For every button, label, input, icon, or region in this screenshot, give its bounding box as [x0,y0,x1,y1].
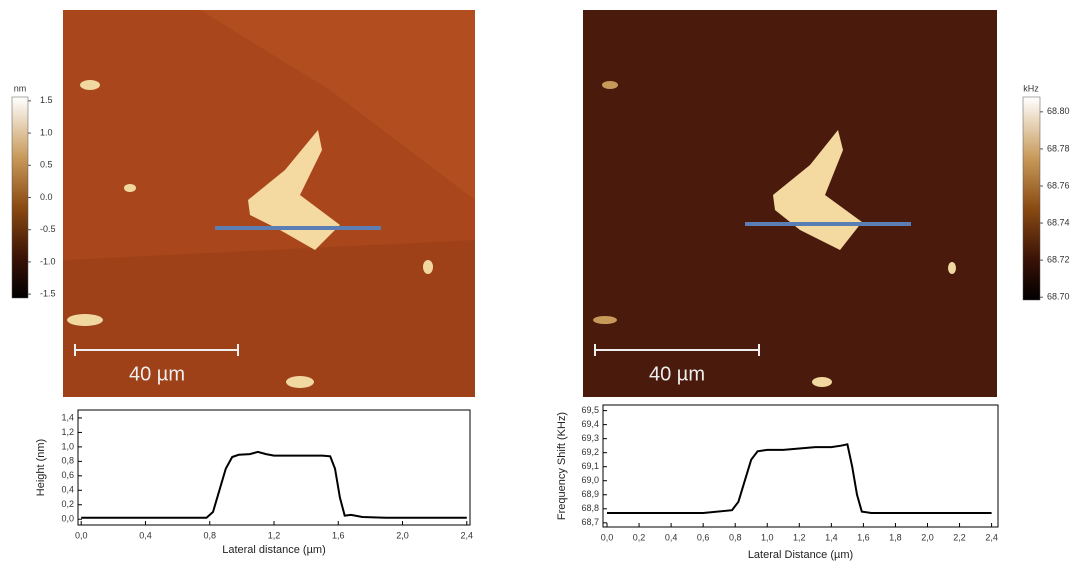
colorbar-tick-label: 0.5 [40,160,53,170]
colorbar-tick-label: 68.76 [1047,180,1070,190]
x-tick-label: 2,2 [953,532,966,542]
colorbar-tick-label: 68.70 [1047,292,1070,302]
colorbar [1022,96,1041,301]
y-tick-label: 0,4 [61,485,74,495]
x-tick-label: 1,4 [825,532,838,542]
scale-bar-label: 40 µm [129,363,185,385]
x-axis-label: Lateral distance (µm) [222,544,326,556]
y-tick-label: 69,4 [581,419,599,429]
y-tick-label: 0,0 [61,514,74,524]
profile-line [607,443,992,514]
colorbar-unit: kHz [1023,83,1039,93]
x-tick-label: 0,0 [601,532,614,542]
colorbar-unit: nm [14,83,27,93]
x-tick-label: 1,6 [857,532,870,542]
y-tick-label: 1,2 [61,427,74,437]
y-tick-label: 69,1 [581,461,599,471]
colorbar-tick-label: 68.72 [1047,255,1070,265]
colorbar-tick-label: 68.80 [1047,106,1070,116]
y-tick-label: 1,0 [61,441,74,451]
x-axis-label: Lateral Distance (µm) [748,549,853,561]
x-tick-label: 2,4 [985,532,998,542]
colorbar-tick-label: 0.0 [40,192,53,202]
x-tick-label: 0,8 [729,532,742,542]
y-tick-label: 69,0 [581,475,599,485]
x-tick-label: 0,2 [633,532,646,542]
x-tick-label: 1,2 [793,532,806,542]
x-tick-label: 2,0 [396,530,409,540]
scale-bar-label: 40 µm [649,363,705,385]
profile-line [81,450,467,519]
y-tick-label: 68,9 [581,489,599,499]
y-tick-label: 0,8 [61,456,74,466]
y-tick-label: 1,4 [61,412,74,422]
colorbar [11,96,29,299]
x-tick-label: 1,8 [889,532,902,542]
x-tick-label: 0,0 [75,530,88,540]
colorbar-tick-label: 1.0 [40,127,53,137]
colorbar-tick-label: 68.74 [1047,217,1070,227]
x-tick-label: 2,4 [461,530,474,540]
y-tick-label: 69,2 [581,447,599,457]
colorbar-tick-label: 68.78 [1047,143,1070,153]
x-tick-label: 1,0 [761,532,774,542]
y-tick-label: 69,5 [581,405,599,415]
plot-frame [77,409,471,526]
x-tick-label: 0,4 [665,532,678,542]
colorbar-tick-label: 1.5 [40,95,53,105]
colorbar-tick-label: -0.5 [40,224,56,234]
y-tick-label: 0,2 [61,499,74,509]
y-tick-label: 68,8 [581,503,599,513]
y-tick-label: 69,3 [581,433,599,443]
x-tick-label: 2,0 [921,532,934,542]
plot-frame [602,404,999,528]
x-tick-label: 1,2 [268,530,281,540]
colorbar-tick-label: -1.0 [40,256,56,266]
x-tick-label: 1,6 [332,530,345,540]
afm-height-image [63,10,475,397]
x-tick-label: 0,8 [203,530,216,540]
x-tick-label: 0,4 [139,530,152,540]
y-axis-label: Frequency Shift (KHz) [556,412,568,520]
colorbar-tick-label: -1.5 [40,289,56,299]
y-tick-label: 0,6 [61,470,74,480]
afm-frequency-image [583,10,997,397]
y-axis-label: Height (nm) [35,439,47,496]
y-tick-label: 68,7 [581,517,599,527]
x-tick-label: 0,6 [697,532,710,542]
